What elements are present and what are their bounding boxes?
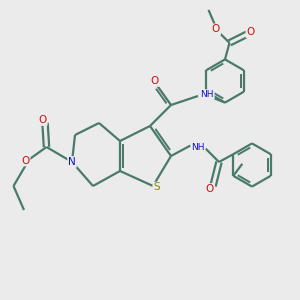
Text: O: O (206, 184, 214, 194)
Text: S: S (153, 182, 160, 193)
Text: O: O (21, 155, 30, 166)
Text: NH: NH (200, 90, 214, 99)
Text: O: O (38, 115, 47, 125)
Text: O: O (246, 27, 255, 38)
Text: N: N (68, 157, 76, 167)
Text: O: O (150, 76, 159, 86)
Text: NH: NH (191, 142, 205, 152)
Text: O: O (212, 24, 220, 34)
